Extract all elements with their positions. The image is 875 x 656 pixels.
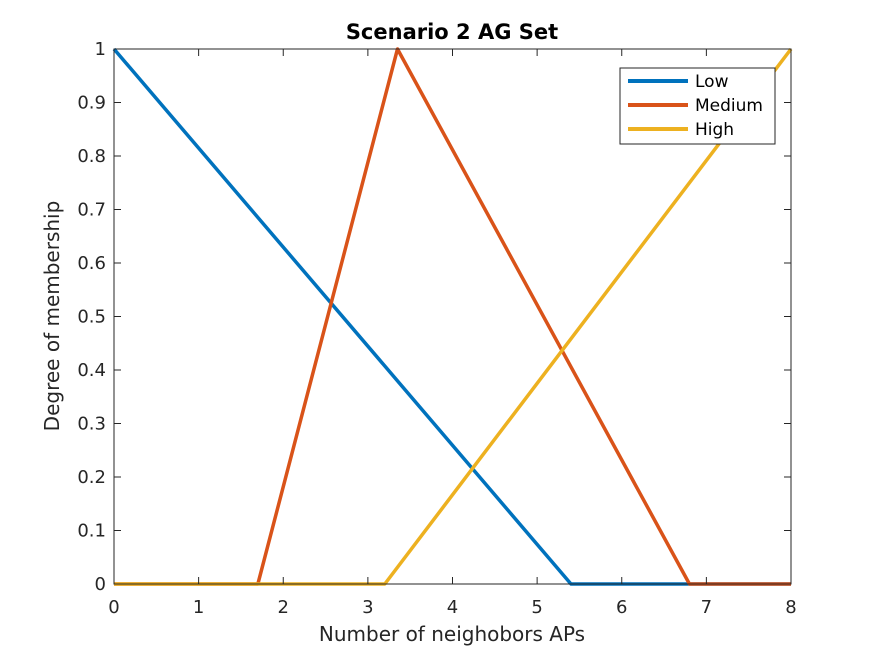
x-tick-label: 8 [785,597,796,618]
y-tick-label: 0.7 [77,200,106,221]
y-tick-label: 0 [95,574,106,595]
x-axis-label: Number of neighobors APs [319,622,585,646]
x-tick-label: 3 [362,597,373,618]
tick-layer: 0 1 2 3 4 5 6 7 8 0 0.1 0.2 0.3 0.4 0.5 0.6 0.7 0.8 0.9 1 [77,39,796,618]
legend-label-medium: Medium [695,96,763,116]
x-tick-label: 7 [701,597,712,618]
y-tick-label: 0.4 [77,360,106,381]
x-tick-label: 4 [447,597,458,618]
y-tick-label: 0.8 [77,146,106,167]
legend-label-low: Low [695,72,729,92]
x-tick-label: 0 [108,597,119,618]
x-tick-label: 5 [531,597,542,618]
legend: Low Medium High [619,67,776,145]
x-tick-label: 1 [193,597,204,618]
y-axis-label: Degree of membership [40,201,64,432]
x-tick-label: 6 [616,597,627,618]
y-tick-label: 0.5 [77,307,106,328]
y-tick-label: 0.9 [77,93,106,114]
y-tick-label: 0.3 [77,414,106,435]
y-tick-label: 0.6 [77,253,106,274]
x-tick-label: 2 [278,597,289,618]
chart-title: Scenario 2 AG Set [346,20,558,44]
legend-label-high: High [695,120,734,140]
y-tick-label: 0.1 [77,521,106,542]
y-tick-label: 1 [95,39,106,60]
y-tick-label: 0.2 [77,467,106,488]
